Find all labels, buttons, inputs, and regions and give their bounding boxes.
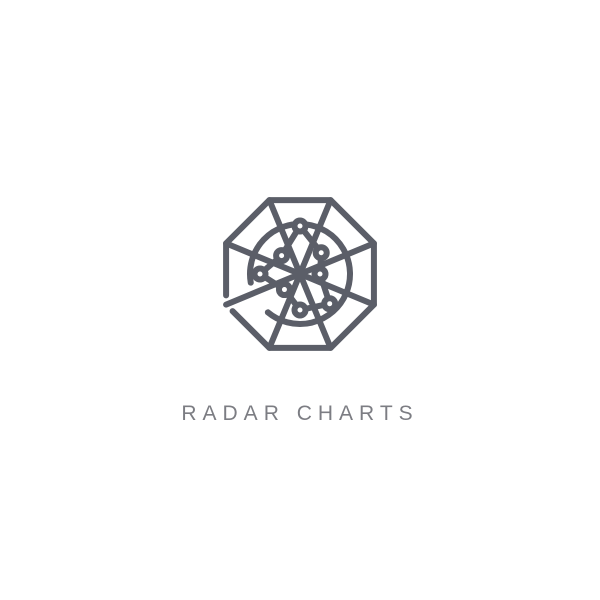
radar-charts-icon-block: RADAR CHARTS [181, 174, 418, 426]
icon-caption: RADAR CHARTS [181, 402, 418, 426]
radar-charts-icon [200, 174, 400, 374]
